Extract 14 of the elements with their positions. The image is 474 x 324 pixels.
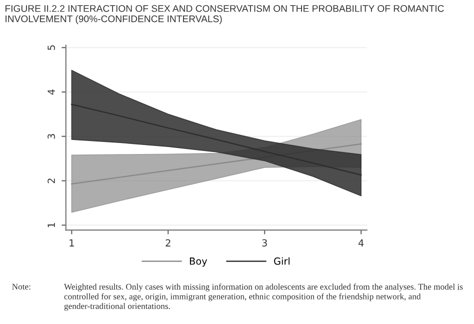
x-tick-label: 4 [358, 239, 364, 246]
y-tick-label: 2 [48, 178, 55, 184]
x-tick-label: 1 [70, 239, 74, 246]
text: Note: [12, 284, 30, 290]
y-tick-label: 4 [48, 89, 55, 95]
y-tick-label: 5 [48, 45, 55, 50]
x-tick-label: 2 [166, 239, 170, 246]
legend-label: Boy [190, 258, 208, 267]
legend-label: Girl [274, 257, 290, 265]
text: Weighted results. Only cases with missing information on adolescents are excluded from the analyses. The model is controlled for sex, age, origin, immigrant generation, ethnic composition of the friendship network, and gender-traditional orientations. [64, 284, 463, 311]
chart-title: FIGURE II.2.2 INTERACTION OF SEX AND CONSERVATISM ON THE PROBABILITY OF ROMANTIC INVOLVEMENT (90%-CONFIDENCE INTERVALS) [6, 5, 444, 24]
y-tick-label: 1 [48, 222, 55, 228]
y-tick-label: 3 [48, 134, 55, 139]
x-tick-label: 3 [262, 239, 267, 247]
